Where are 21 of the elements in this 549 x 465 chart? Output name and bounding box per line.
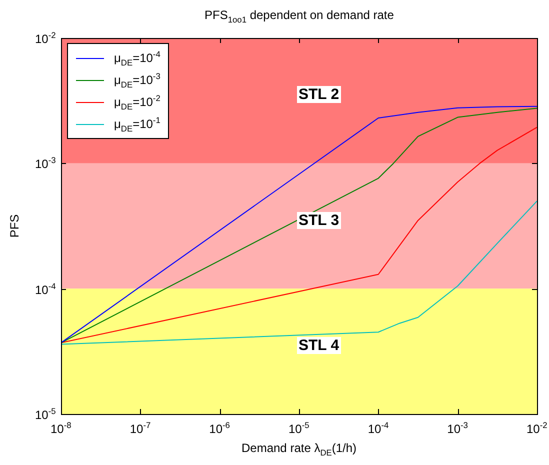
band-label: STL 2: [296, 86, 342, 104]
x-tick-label: 10$^{-6}$: [209, 420, 230, 436]
x-tick-label: 10$^{-2}$: [526, 420, 548, 436]
x-tick-label: 10$^{-4}$: [368, 420, 389, 436]
band-label: STL 3: [296, 212, 342, 228]
legend-label: μ$_{DE}$=10$^{-3}$: [114, 70, 160, 90]
chart-title: PFS$_{1oo1}$ dependent on demand rate: [204, 8, 394, 24]
x-tick-label: 10$^{-7}$: [130, 420, 151, 436]
y-tick-label: 10$^{-2}$: [35, 30, 56, 46]
x-tick-label: 10$^{-5}$: [288, 420, 310, 436]
legend-label: μ$_{DE}$=10$^{-2}$: [114, 92, 160, 112]
x-tick-label: 10$^{-8}$: [50, 420, 72, 436]
band-label: STL 4: [296, 336, 342, 354]
y-tick-label: 10$^{-5}$: [35, 406, 56, 422]
y-tick-label: 10$^{-3}$: [35, 155, 56, 172]
legend-label: μ$_{DE}$=10$^{-4}$: [114, 48, 160, 68]
x-axis-title: Demand rate λ$_{DE}$(1/h): [242, 441, 357, 458]
x-tick-label: 10$^{-3}$: [447, 420, 468, 436]
y-tick-label: 10$^{-4}$: [35, 280, 56, 297]
legend-label: μ$_{DE}$=10$^{-1}$: [114, 114, 160, 134]
y-axis-title: PFS: [7, 214, 22, 238]
